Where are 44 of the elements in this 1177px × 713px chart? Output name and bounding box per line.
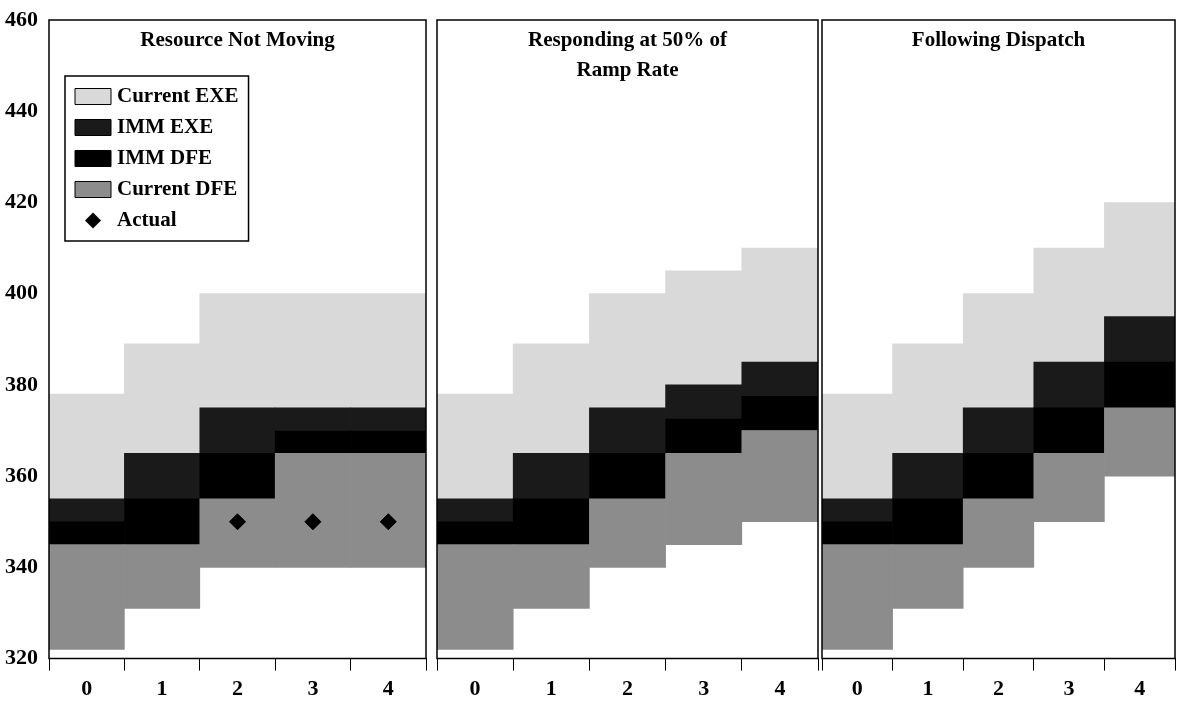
bar	[124, 453, 201, 500]
x-tick-label: 0	[851, 675, 863, 701]
x-tick-label: 3	[307, 675, 319, 701]
bar	[892, 453, 964, 500]
x-tick-label: 0	[469, 675, 481, 701]
bar	[1033, 361, 1105, 409]
x-tick-label: 4	[1134, 675, 1146, 701]
x-tick-label: 3	[1063, 675, 1075, 701]
legend-label: IMM DFE	[117, 144, 213, 169]
x-tick-label: 1	[922, 675, 934, 701]
bar	[49, 498, 125, 523]
chart-title: Following Dispatch	[911, 26, 1086, 51]
bar	[1033, 407, 1105, 454]
legend-label: IMM EXE	[117, 113, 214, 138]
legend-label: Actual	[117, 206, 177, 231]
bar	[199, 453, 276, 500]
y-tick-label: 320	[5, 644, 38, 670]
y-tick-label: 380	[5, 370, 38, 396]
y-tick-label: 340	[5, 553, 38, 579]
bar	[1104, 316, 1175, 363]
legend-label: Current EXE	[117, 82, 239, 107]
x-tick-label: 3	[698, 675, 710, 701]
x-tick-label: 0	[81, 675, 93, 701]
y-tick-label: 360	[5, 461, 38, 487]
y-tick-label: 440	[5, 96, 38, 122]
x-tick-label: 2	[622, 675, 633, 701]
bar	[589, 453, 666, 500]
bar	[962, 407, 1035, 454]
y-tick-label: 400	[5, 279, 38, 305]
legend-label: Current DFE	[117, 175, 238, 200]
x-tick-label: 4	[774, 675, 786, 701]
bar	[512, 453, 590, 500]
y-tick-label: 420	[5, 188, 38, 214]
bar	[962, 453, 1035, 500]
text: Responding at 50% of Ramp Rate	[528, 26, 728, 81]
x-tick-label: 4	[382, 675, 394, 701]
x-tick-label: 2	[993, 675, 1004, 701]
x-tick-label: 1	[156, 675, 168, 701]
chart-title: Resource Not Moving	[140, 26, 336, 51]
x-tick-label: 2	[232, 675, 243, 701]
bar	[822, 498, 893, 523]
x-tick-label: 1	[545, 675, 557, 701]
y-tick-label: 460	[5, 5, 38, 31]
bar	[437, 498, 514, 523]
